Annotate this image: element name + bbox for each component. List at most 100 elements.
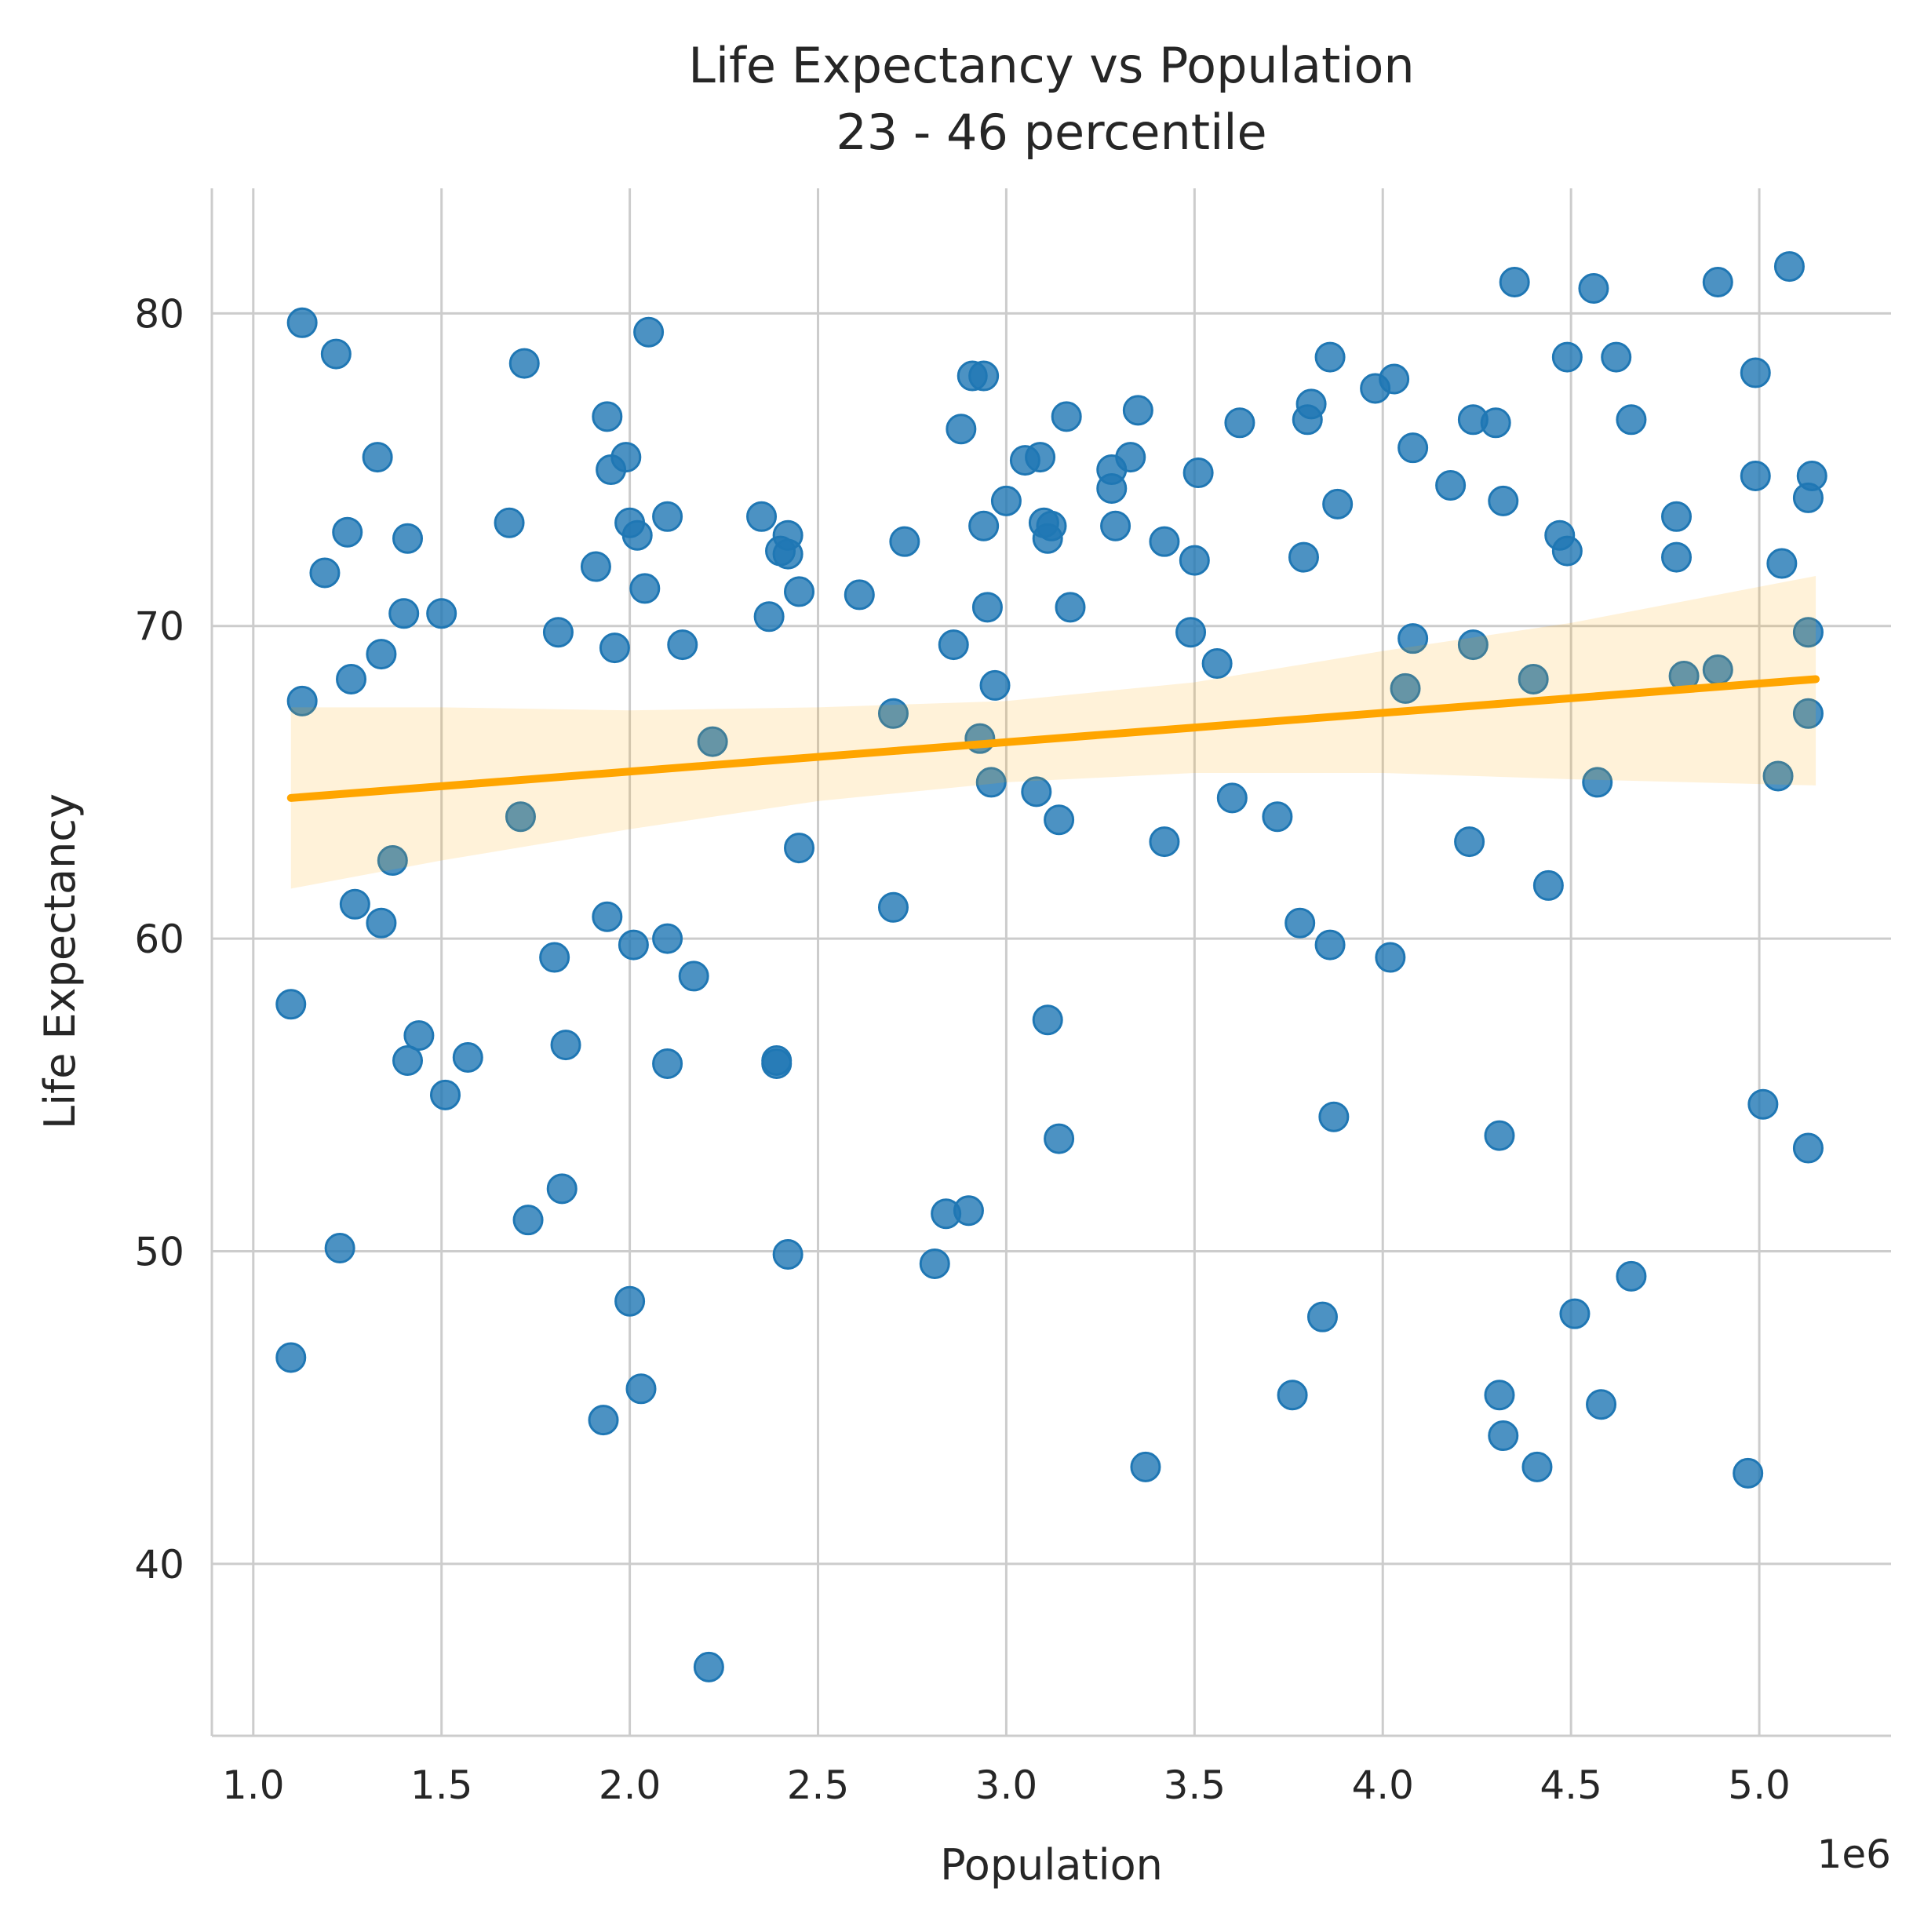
data-point xyxy=(1036,510,1067,541)
data-point xyxy=(610,442,642,473)
data-point xyxy=(1182,457,1214,489)
data-point xyxy=(588,1405,619,1436)
data-point xyxy=(946,414,977,445)
data-point xyxy=(426,598,457,629)
data-point xyxy=(1792,698,1824,729)
data-point xyxy=(1277,1380,1308,1411)
data-point xyxy=(1480,407,1511,439)
data-point xyxy=(324,1233,355,1264)
data-point xyxy=(1314,341,1346,373)
confidence-band-layer xyxy=(290,575,1817,889)
data-point xyxy=(971,592,1003,623)
data-point xyxy=(953,1195,984,1227)
data-point xyxy=(1762,760,1794,792)
data-point xyxy=(309,557,341,589)
data-point xyxy=(652,923,683,954)
data-point xyxy=(592,901,623,932)
data-point xyxy=(546,1173,578,1205)
data-point xyxy=(1318,1101,1350,1132)
data-point xyxy=(286,307,318,338)
data-point xyxy=(614,1285,646,1317)
data-point xyxy=(1740,461,1771,492)
data-point xyxy=(1216,782,1248,814)
points-layer xyxy=(275,251,1827,1682)
data-point xyxy=(968,360,1000,392)
data-point xyxy=(877,891,909,923)
y-tick-label: 50 xyxy=(134,1230,184,1275)
data-point xyxy=(1314,929,1346,961)
data-point xyxy=(366,639,397,670)
data-point xyxy=(332,516,363,548)
data-point xyxy=(968,510,1000,541)
data-point xyxy=(1766,548,1798,579)
data-point xyxy=(1521,1451,1553,1482)
data-point xyxy=(1115,442,1146,473)
data-point xyxy=(625,1373,657,1405)
y-tick-label: 40 xyxy=(134,1542,184,1588)
data-point xyxy=(1295,388,1327,420)
x-tick-label: 3.0 xyxy=(975,1762,1038,1808)
data-point xyxy=(542,617,574,648)
data-point xyxy=(392,523,424,554)
data-point xyxy=(697,726,728,757)
data-point xyxy=(1390,673,1421,704)
data-point xyxy=(275,989,307,1020)
data-point xyxy=(1559,1298,1591,1329)
x-tick-label: 2.5 xyxy=(787,1762,850,1808)
data-point xyxy=(336,663,367,694)
regression-line xyxy=(286,675,1820,802)
data-point xyxy=(746,501,778,532)
data-point xyxy=(629,573,661,604)
data-point xyxy=(1122,395,1153,426)
data-point xyxy=(1044,804,1075,836)
data-point xyxy=(667,629,698,661)
data-point xyxy=(1551,341,1583,373)
x-tick-label: 1.5 xyxy=(410,1762,473,1808)
data-point xyxy=(1518,663,1549,694)
data-point xyxy=(693,1651,724,1682)
data-point xyxy=(1582,767,1613,798)
data-point xyxy=(1551,535,1583,567)
data-point xyxy=(889,526,920,557)
data-point xyxy=(678,961,709,992)
data-point xyxy=(979,669,1011,701)
data-point xyxy=(975,767,1007,798)
data-point xyxy=(1379,363,1410,395)
data-point xyxy=(1616,404,1647,436)
data-point xyxy=(392,1044,424,1076)
data-point xyxy=(1586,1389,1617,1420)
confidence-band xyxy=(290,575,1817,889)
data-point xyxy=(599,632,630,664)
data-point xyxy=(275,1342,307,1373)
data-point xyxy=(1532,869,1564,901)
data-point xyxy=(1792,617,1824,648)
data-point xyxy=(512,1205,544,1236)
data-point xyxy=(784,833,815,864)
data-point xyxy=(1322,488,1354,519)
data-point xyxy=(1100,510,1131,541)
data-point xyxy=(1055,592,1086,623)
data-point xyxy=(508,348,540,379)
y-axis-label: Life Expectancy xyxy=(35,793,85,1129)
data-point xyxy=(877,698,909,729)
data-point xyxy=(1130,1451,1161,1482)
data-point xyxy=(550,1030,581,1061)
x-tick-label: 3.5 xyxy=(1164,1762,1226,1808)
data-point xyxy=(919,1248,950,1279)
data-point xyxy=(1397,623,1429,654)
spine-layer xyxy=(210,188,1891,1737)
data-point xyxy=(539,942,570,973)
data-point xyxy=(633,316,665,348)
data-point xyxy=(377,845,408,877)
data-point xyxy=(1044,1123,1075,1154)
data-point xyxy=(1021,776,1052,807)
data-point xyxy=(494,507,525,538)
data-point xyxy=(1454,826,1485,858)
data-point xyxy=(652,501,683,532)
data-point xyxy=(1397,432,1429,464)
data-point xyxy=(621,519,653,551)
data-point xyxy=(1661,501,1693,532)
data-point xyxy=(1175,617,1207,648)
